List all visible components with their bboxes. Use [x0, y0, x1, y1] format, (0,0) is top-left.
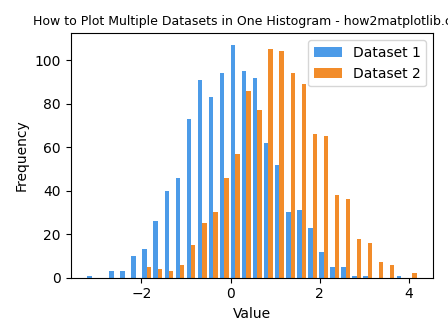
Bar — [308, 228, 313, 278]
Bar — [191, 245, 195, 278]
Bar — [275, 165, 280, 278]
Bar — [187, 119, 191, 278]
Bar — [231, 45, 235, 278]
Bar — [363, 276, 368, 278]
Title: How to Plot Multiple Datasets in One Histogram - how2matplotlib.com: How to Plot Multiple Datasets in One His… — [33, 15, 448, 28]
Bar — [353, 276, 357, 278]
Bar — [87, 276, 91, 278]
Bar — [290, 73, 295, 278]
Bar — [412, 274, 417, 278]
Bar — [313, 134, 317, 278]
Bar — [346, 199, 350, 278]
Bar — [368, 243, 372, 278]
Bar — [120, 271, 125, 278]
Bar — [198, 80, 202, 278]
Bar — [257, 110, 262, 278]
Bar — [396, 276, 401, 278]
Bar — [109, 271, 114, 278]
Bar — [220, 73, 224, 278]
Bar — [158, 269, 162, 278]
Bar — [242, 71, 246, 278]
Bar — [131, 256, 136, 278]
Bar — [335, 195, 339, 278]
Bar — [264, 143, 268, 278]
Bar — [297, 210, 302, 278]
Bar — [268, 49, 273, 278]
Bar — [390, 265, 394, 278]
Bar — [341, 267, 346, 278]
Bar — [302, 84, 306, 278]
Bar — [323, 136, 328, 278]
Bar — [202, 223, 207, 278]
Bar — [180, 265, 185, 278]
Bar — [330, 267, 335, 278]
Bar — [280, 51, 284, 278]
Bar — [142, 249, 147, 278]
Bar — [379, 262, 383, 278]
Bar — [176, 178, 180, 278]
Bar — [253, 78, 257, 278]
Bar — [213, 212, 218, 278]
Bar — [164, 191, 169, 278]
Bar — [169, 271, 173, 278]
Y-axis label: Frequency: Frequency — [15, 120, 29, 192]
Bar — [319, 252, 323, 278]
Legend: Dataset 1, Dataset 2: Dataset 1, Dataset 2 — [308, 40, 426, 86]
Bar — [224, 178, 228, 278]
Bar — [286, 212, 290, 278]
Bar — [147, 267, 151, 278]
Bar — [357, 239, 361, 278]
X-axis label: Value: Value — [233, 307, 271, 321]
Bar — [246, 91, 251, 278]
Bar — [154, 221, 158, 278]
Bar — [235, 154, 240, 278]
Bar — [209, 97, 213, 278]
